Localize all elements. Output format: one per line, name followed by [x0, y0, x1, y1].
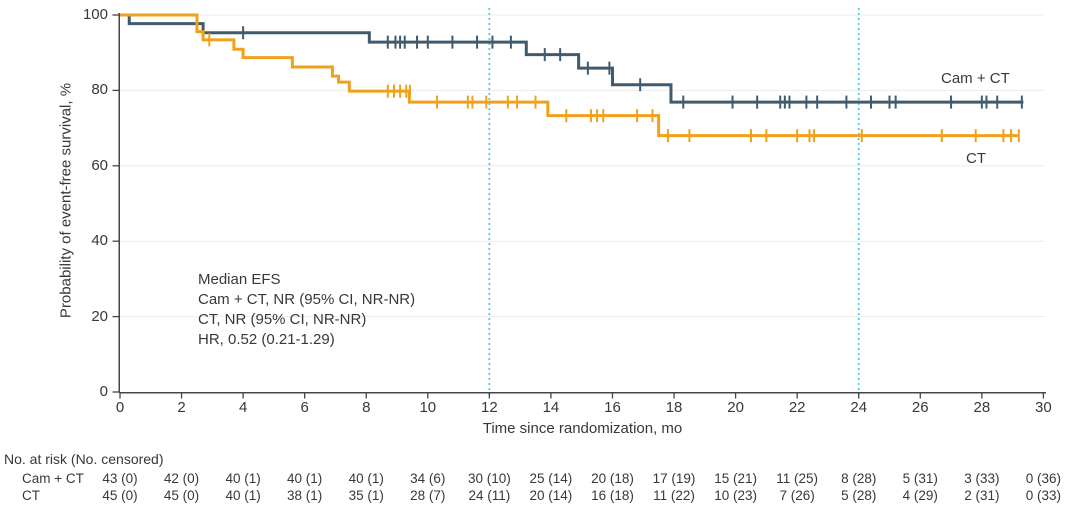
annotation-line-ct: CT, NR (95% CI, NR-NR) [198, 311, 367, 328]
series-label-cam-ct: Cam + CT [941, 70, 1010, 87]
risk-row-label-cam-ct: Cam + CT [22, 471, 84, 486]
risk-table-header: No. at risk (No. censored) [4, 451, 164, 467]
median-efs-annotation: Median EFS Cam + CT, NR (95% CI, NR-NR) … [198, 270, 415, 350]
risk-row-label-ct: CT [22, 488, 40, 503]
annotation-line-camct: Cam + CT, NR (95% CI, NR-NR) [198, 291, 416, 308]
annotation-line-median: Median EFS [198, 271, 281, 288]
series-label-ct: CT [966, 150, 986, 167]
km-curve-cam-ct [120, 13, 1024, 104]
annotation-line-hr: HR, 0.52 (0.21-1.29) [198, 331, 335, 348]
y-axis-title: Probability of event-free survival, % [57, 82, 75, 319]
x-axis-title: Time since randomization, mo [482, 420, 683, 437]
km-curve-ct [120, 13, 1019, 138]
